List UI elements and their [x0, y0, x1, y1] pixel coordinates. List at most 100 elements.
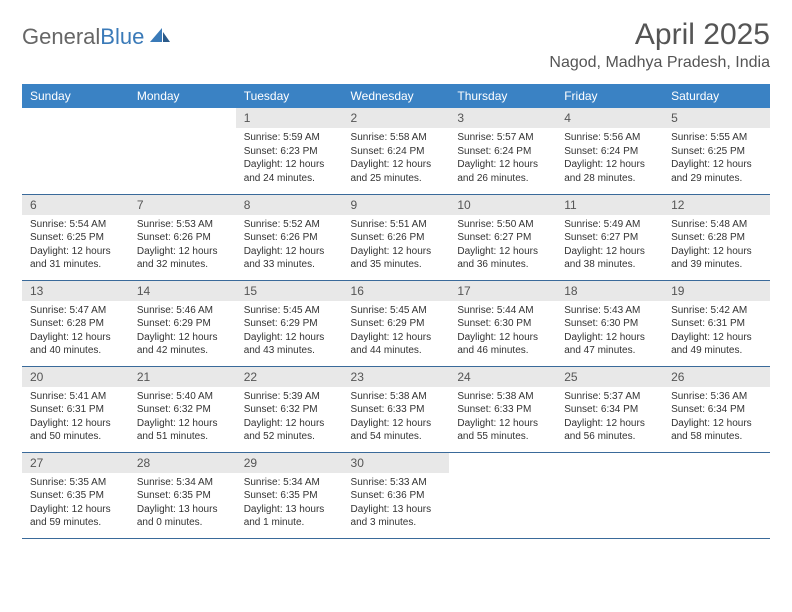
- day-number: 11: [556, 195, 663, 215]
- day-content: Sunrise: 5:45 AMSunset: 6:29 PMDaylight:…: [236, 301, 343, 364]
- day-number: 23: [343, 367, 450, 387]
- calendar-cell: 9Sunrise: 5:51 AMSunset: 6:26 PMDaylight…: [343, 194, 450, 280]
- daylight-line: Daylight: 12 hours and 35 minutes.: [351, 245, 442, 272]
- daylight-line: Daylight: 12 hours and 24 minutes.: [244, 158, 335, 185]
- sunset-line: Sunset: 6:32 PM: [137, 403, 228, 417]
- day-number: 5: [663, 108, 770, 128]
- sunset-line: Sunset: 6:26 PM: [351, 231, 442, 245]
- sunset-line: Sunset: 6:32 PM: [244, 403, 335, 417]
- calendar-cell: 23Sunrise: 5:38 AMSunset: 6:33 PMDayligh…: [343, 366, 450, 452]
- calendar-cell: 22Sunrise: 5:39 AMSunset: 6:32 PMDayligh…: [236, 366, 343, 452]
- sunset-line: Sunset: 6:27 PM: [457, 231, 548, 245]
- day-number: 3: [449, 108, 556, 128]
- day-content: Sunrise: 5:50 AMSunset: 6:27 PMDaylight:…: [449, 215, 556, 278]
- calendar-cell: [663, 452, 770, 538]
- sunrise-line: Sunrise: 5:38 AM: [457, 390, 548, 404]
- day-number: 15: [236, 281, 343, 301]
- calendar-cell: 4Sunrise: 5:56 AMSunset: 6:24 PMDaylight…: [556, 108, 663, 194]
- sunset-line: Sunset: 6:31 PM: [671, 317, 762, 331]
- daylight-line: Daylight: 12 hours and 47 minutes.: [564, 331, 655, 358]
- calendar-cell: 13Sunrise: 5:47 AMSunset: 6:28 PMDayligh…: [22, 280, 129, 366]
- sunset-line: Sunset: 6:30 PM: [457, 317, 548, 331]
- day-number: 27: [22, 453, 129, 473]
- day-number: 6: [22, 195, 129, 215]
- calendar-cell: 11Sunrise: 5:49 AMSunset: 6:27 PMDayligh…: [556, 194, 663, 280]
- daylight-line: Daylight: 12 hours and 29 minutes.: [671, 158, 762, 185]
- day-content: Sunrise: 5:53 AMSunset: 6:26 PMDaylight:…: [129, 215, 236, 278]
- sunrise-line: Sunrise: 5:47 AM: [30, 304, 121, 318]
- sunset-line: Sunset: 6:28 PM: [30, 317, 121, 331]
- calendar-row: 1Sunrise: 5:59 AMSunset: 6:23 PMDaylight…: [22, 108, 770, 194]
- day-number: 8: [236, 195, 343, 215]
- day-number: 21: [129, 367, 236, 387]
- day-content: Sunrise: 5:57 AMSunset: 6:24 PMDaylight:…: [449, 128, 556, 191]
- sunrise-line: Sunrise: 5:43 AM: [564, 304, 655, 318]
- daylight-line: Daylight: 12 hours and 50 minutes.: [30, 417, 121, 444]
- sunset-line: Sunset: 6:36 PM: [351, 489, 442, 503]
- daylight-line: Daylight: 12 hours and 26 minutes.: [457, 158, 548, 185]
- day-content: Sunrise: 5:46 AMSunset: 6:29 PMDaylight:…: [129, 301, 236, 364]
- sunrise-line: Sunrise: 5:45 AM: [351, 304, 442, 318]
- daylight-line: Daylight: 12 hours and 39 minutes.: [671, 245, 762, 272]
- day-number: 20: [22, 367, 129, 387]
- sunrise-line: Sunrise: 5:57 AM: [457, 131, 548, 145]
- calendar-cell: 27Sunrise: 5:35 AMSunset: 6:35 PMDayligh…: [22, 452, 129, 538]
- calendar-cell: 2Sunrise: 5:58 AMSunset: 6:24 PMDaylight…: [343, 108, 450, 194]
- sunrise-line: Sunrise: 5:53 AM: [137, 218, 228, 232]
- day-content: Sunrise: 5:34 AMSunset: 6:35 PMDaylight:…: [236, 473, 343, 536]
- daylight-line: Daylight: 13 hours and 0 minutes.: [137, 503, 228, 530]
- day-content: Sunrise: 5:56 AMSunset: 6:24 PMDaylight:…: [556, 128, 663, 191]
- sunset-line: Sunset: 6:35 PM: [30, 489, 121, 503]
- sunset-line: Sunset: 6:33 PM: [351, 403, 442, 417]
- day-header: Sunday: [22, 84, 129, 108]
- sunset-line: Sunset: 6:28 PM: [671, 231, 762, 245]
- daylight-line: Daylight: 13 hours and 1 minute.: [244, 503, 335, 530]
- sunset-line: Sunset: 6:34 PM: [671, 403, 762, 417]
- day-content: Sunrise: 5:39 AMSunset: 6:32 PMDaylight:…: [236, 387, 343, 450]
- day-content: Sunrise: 5:33 AMSunset: 6:36 PMDaylight:…: [343, 473, 450, 536]
- day-number: 7: [129, 195, 236, 215]
- day-content: Sunrise: 5:34 AMSunset: 6:35 PMDaylight:…: [129, 473, 236, 536]
- day-header: Wednesday: [343, 84, 450, 108]
- day-number: 29: [236, 453, 343, 473]
- day-number: 28: [129, 453, 236, 473]
- location: Nagod, Madhya Pradesh, India: [549, 54, 770, 72]
- calendar-cell: 29Sunrise: 5:34 AMSunset: 6:35 PMDayligh…: [236, 452, 343, 538]
- day-content: Sunrise: 5:44 AMSunset: 6:30 PMDaylight:…: [449, 301, 556, 364]
- day-number: 14: [129, 281, 236, 301]
- day-content: Sunrise: 5:36 AMSunset: 6:34 PMDaylight:…: [663, 387, 770, 450]
- month-title: April 2025: [549, 18, 770, 52]
- sunrise-line: Sunrise: 5:37 AM: [564, 390, 655, 404]
- day-content: Sunrise: 5:52 AMSunset: 6:26 PMDaylight:…: [236, 215, 343, 278]
- logo-text: GeneralBlue: [22, 24, 144, 50]
- daylight-line: Daylight: 12 hours and 31 minutes.: [30, 245, 121, 272]
- sunrise-line: Sunrise: 5:54 AM: [30, 218, 121, 232]
- sunset-line: Sunset: 6:23 PM: [244, 145, 335, 159]
- day-content: Sunrise: 5:48 AMSunset: 6:28 PMDaylight:…: [663, 215, 770, 278]
- calendar-cell: [22, 108, 129, 194]
- day-number: 9: [343, 195, 450, 215]
- calendar-cell: 21Sunrise: 5:40 AMSunset: 6:32 PMDayligh…: [129, 366, 236, 452]
- sunset-line: Sunset: 6:29 PM: [351, 317, 442, 331]
- day-number: 4: [556, 108, 663, 128]
- calendar-cell: 17Sunrise: 5:44 AMSunset: 6:30 PMDayligh…: [449, 280, 556, 366]
- sunset-line: Sunset: 6:24 PM: [457, 145, 548, 159]
- calendar-cell: 25Sunrise: 5:37 AMSunset: 6:34 PMDayligh…: [556, 366, 663, 452]
- day-number: 25: [556, 367, 663, 387]
- calendar-cell: 16Sunrise: 5:45 AMSunset: 6:29 PMDayligh…: [343, 280, 450, 366]
- calendar-cell: 8Sunrise: 5:52 AMSunset: 6:26 PMDaylight…: [236, 194, 343, 280]
- sunset-line: Sunset: 6:26 PM: [137, 231, 228, 245]
- calendar-cell: 28Sunrise: 5:34 AMSunset: 6:35 PMDayligh…: [129, 452, 236, 538]
- sunset-line: Sunset: 6:31 PM: [30, 403, 121, 417]
- calendar-cell: 15Sunrise: 5:45 AMSunset: 6:29 PMDayligh…: [236, 280, 343, 366]
- day-content: Sunrise: 5:45 AMSunset: 6:29 PMDaylight:…: [343, 301, 450, 364]
- daylight-line: Daylight: 12 hours and 49 minutes.: [671, 331, 762, 358]
- day-number: 10: [449, 195, 556, 215]
- daylight-line: Daylight: 12 hours and 42 minutes.: [137, 331, 228, 358]
- sunrise-line: Sunrise: 5:56 AM: [564, 131, 655, 145]
- sunrise-line: Sunrise: 5:41 AM: [30, 390, 121, 404]
- sunset-line: Sunset: 6:24 PM: [564, 145, 655, 159]
- day-content: Sunrise: 5:55 AMSunset: 6:25 PMDaylight:…: [663, 128, 770, 191]
- day-number: 24: [449, 367, 556, 387]
- day-number: 1: [236, 108, 343, 128]
